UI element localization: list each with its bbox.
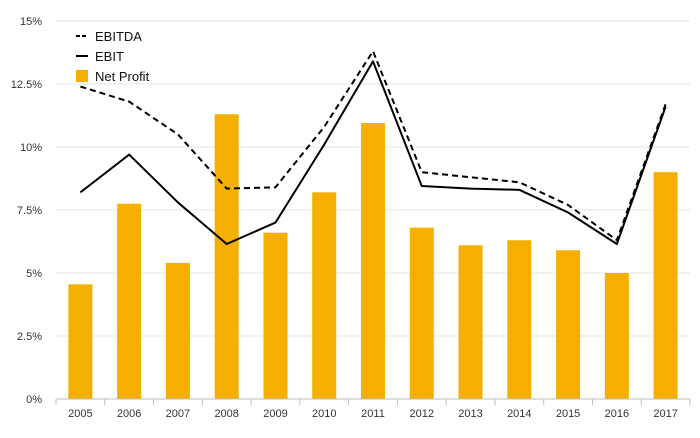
x-tick-label: 2014 bbox=[507, 408, 531, 420]
legend-swatch-net-profit bbox=[76, 70, 88, 82]
x-tick-label: 2017 bbox=[653, 408, 677, 420]
y-tick-label: 0% bbox=[26, 394, 42, 406]
x-axis-ticks: 2005 2006 2007 2008 2009 2010 2011 2012 2013 2014… bbox=[68, 408, 678, 420]
legend: EBITDA EBIT Net Profit bbox=[76, 29, 150, 84]
net-profit-bar bbox=[68, 284, 93, 399]
legend-label: Net Profit bbox=[95, 69, 150, 84]
y-tick-label: 7.5% bbox=[17, 205, 42, 217]
net-profit-bar bbox=[604, 273, 629, 399]
net-profit-bars bbox=[68, 114, 678, 400]
net-profit-bar bbox=[361, 123, 385, 399]
x-axis bbox=[55, 398, 691, 405]
x-tick-label: 2013 bbox=[458, 408, 482, 420]
net-profit-bar bbox=[117, 203, 142, 399]
x-tick-label: 2005 bbox=[68, 408, 92, 420]
x-tick-label: 2007 bbox=[166, 408, 190, 420]
legend-label: EBITDA bbox=[95, 29, 142, 44]
net-profit-bar bbox=[409, 227, 434, 399]
x-tick-label: 2012 bbox=[410, 408, 434, 420]
ebit-line bbox=[79, 60, 667, 246]
x-tick-label: 2006 bbox=[117, 408, 141, 420]
net-profit-bar bbox=[312, 192, 337, 399]
y-axis-ticks: 0% 2.5% 5% 7.5% 10% 12.5% 15% bbox=[11, 16, 42, 406]
y-tick-label: 2.5% bbox=[17, 331, 42, 343]
net-profit-bar bbox=[653, 172, 678, 399]
net-profit-bar bbox=[214, 114, 239, 400]
legend-label: EBIT bbox=[95, 49, 124, 64]
net-profit-bar bbox=[507, 240, 532, 399]
series-lines bbox=[79, 50, 667, 246]
y-tick-label: 15% bbox=[20, 16, 42, 28]
x-tick-label: 2010 bbox=[312, 408, 336, 420]
x-tick-label: 2009 bbox=[263, 408, 287, 420]
net-profit-bar bbox=[458, 245, 483, 399]
x-tick-label: 2011 bbox=[361, 408, 385, 420]
y-tick-label: 5% bbox=[26, 268, 42, 280]
x-tick-label: 2008 bbox=[214, 408, 238, 420]
net-profit-bar bbox=[556, 250, 581, 399]
y-tick-label: 10% bbox=[20, 142, 42, 154]
x-tick-label: 2015 bbox=[556, 408, 580, 420]
ebitda-line bbox=[80, 50, 667, 242]
net-profit-bar bbox=[263, 232, 288, 399]
y-tick-label: 12.5% bbox=[11, 79, 42, 91]
x-tick-label: 2016 bbox=[605, 408, 629, 420]
net-profit-bar bbox=[165, 262, 190, 399]
